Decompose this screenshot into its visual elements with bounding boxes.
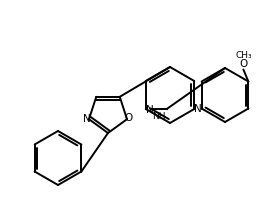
Text: N: N <box>194 104 202 114</box>
Text: O: O <box>239 59 247 68</box>
Text: N: N <box>146 105 154 115</box>
Text: N: N <box>83 114 91 124</box>
Text: NH: NH <box>152 112 165 121</box>
Text: O: O <box>124 113 132 123</box>
Text: CH₃: CH₃ <box>235 51 252 60</box>
